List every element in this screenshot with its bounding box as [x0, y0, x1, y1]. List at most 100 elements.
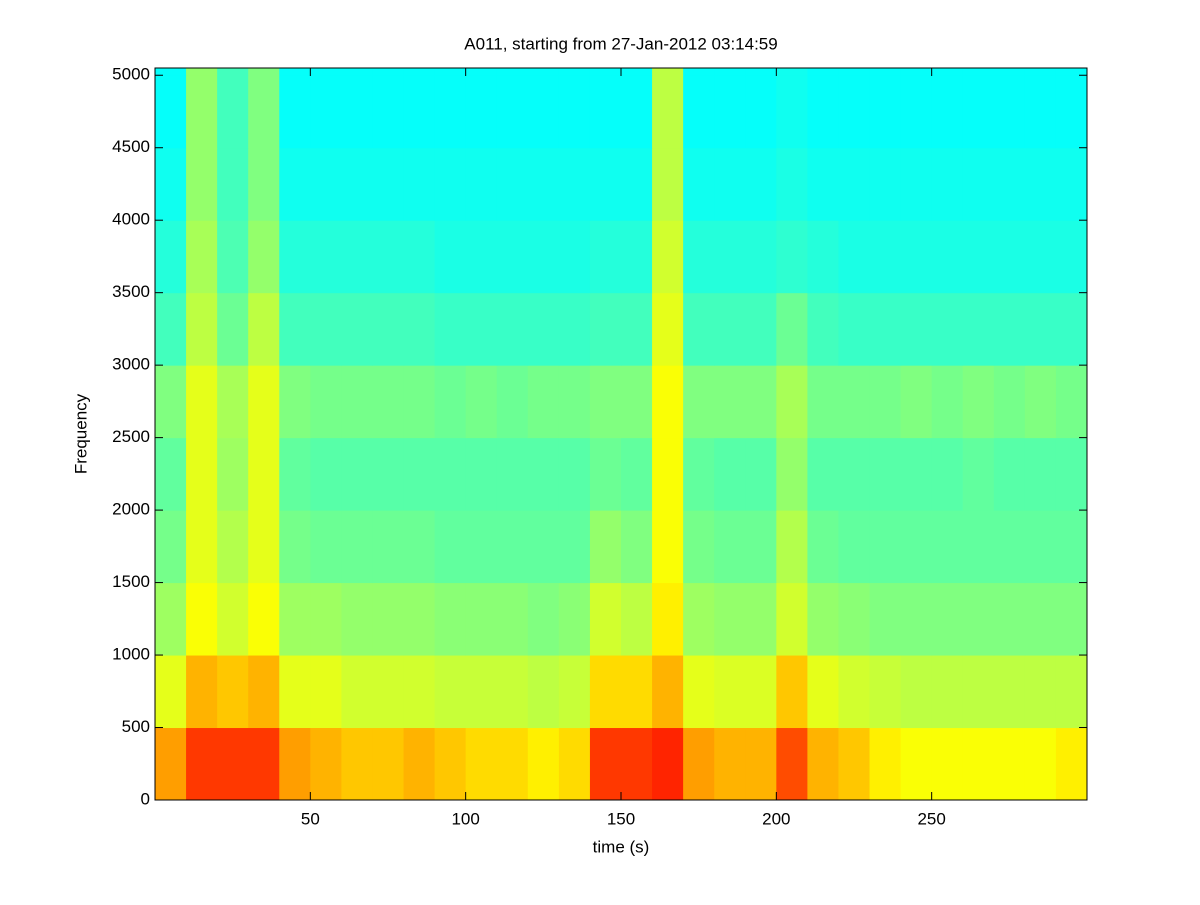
spectrogram-cell [962, 582, 995, 656]
spectrogram-cell [745, 365, 777, 439]
spectrogram-cell [1024, 75, 1057, 149]
spectrogram-cell [962, 437, 995, 511]
spectrogram-cell [962, 75, 995, 149]
spectrogram-cell [1024, 437, 1057, 511]
spectrogram-cell [558, 75, 591, 149]
spectrogram-cell [434, 68, 467, 76]
spectrogram-cell [217, 510, 249, 584]
spectrogram-cell [1024, 727, 1057, 801]
spectrogram-cell [683, 655, 715, 729]
spectrogram-cell [652, 147, 684, 221]
spectrogram-cell [1024, 510, 1057, 584]
spectrogram-cell [869, 655, 902, 729]
spectrogram-cell [931, 582, 964, 656]
spectrogram-cell [341, 220, 373, 294]
spectrogram-cell [931, 365, 964, 439]
spectrogram-cell [652, 220, 684, 294]
spectrogram-cell [248, 655, 280, 729]
spectrogram-cell [993, 147, 1026, 221]
spectrogram-cell [931, 437, 964, 511]
spectrogram-cell [745, 147, 777, 221]
spectrogram-cell [186, 75, 218, 149]
spectrogram-cell [683, 365, 715, 439]
spectrogram-cell [807, 727, 839, 801]
spectrogram-cell [621, 655, 653, 729]
spectrogram-cell [372, 727, 405, 801]
spectrogram-cell [372, 75, 405, 149]
spectrogram-cell [465, 68, 498, 76]
spectrogram-cell [465, 220, 498, 294]
spectrogram-cell [807, 365, 839, 439]
spectrogram-cell [341, 655, 373, 729]
spectrogram-cell [652, 437, 684, 511]
spectrogram-cell [621, 510, 653, 584]
spectrogram-cell [931, 655, 964, 729]
spectrogram-cell [745, 655, 777, 729]
spectrogram-cell [993, 727, 1026, 801]
spectrogram-cell [341, 727, 373, 801]
spectrogram-cell [434, 655, 467, 729]
spectrogram-cell [341, 147, 373, 221]
spectrogram-cell [434, 582, 467, 656]
spectrogram-cell [714, 510, 746, 584]
spectrogram-cell [248, 292, 280, 366]
spectrogram-cell [1024, 365, 1057, 439]
spectrogram-cell [621, 292, 653, 366]
spectrogram-cell [714, 437, 746, 511]
spectrogram-cell [186, 582, 218, 656]
spectrogram-cell [1024, 68, 1057, 76]
spectrogram-cell [745, 727, 777, 801]
spectrogram-cell [745, 292, 777, 366]
spectrogram-cell [465, 437, 498, 511]
spectrogram-cell [279, 75, 311, 149]
spectrogram-cell [683, 147, 715, 221]
spectrogram-cell [900, 292, 933, 366]
spectrogram-cell [217, 292, 249, 366]
spectrogram-cell [496, 582, 529, 656]
spectrogram-cell [310, 655, 342, 729]
spectrogram-cell [279, 437, 311, 511]
spectrogram-cell [900, 75, 933, 149]
spectrogram-cell [962, 727, 995, 801]
spectrogram-cell [217, 147, 249, 221]
spectrogram-cell [993, 582, 1026, 656]
spectrogram-cell [155, 292, 187, 366]
spectrogram-cell [931, 220, 964, 294]
spectrogram-cell [1055, 292, 1088, 366]
spectrogram-cell [186, 655, 218, 729]
spectrogram-cell [527, 510, 560, 584]
spectrogram-cell [838, 437, 871, 511]
spectrogram-cell [776, 68, 808, 76]
spectrogram-cell [465, 510, 498, 584]
spectrogram-cell [776, 655, 808, 729]
spectrogram-cell [838, 365, 871, 439]
spectrogram-cell [1055, 582, 1088, 656]
spectrogram-cell [496, 510, 529, 584]
spectrogram-cell [341, 292, 373, 366]
spectrogram-cell [1055, 437, 1088, 511]
spectrogram-cell [838, 220, 871, 294]
spectrogram-cell [248, 220, 280, 294]
spectrogram-cell [714, 75, 746, 149]
spectrogram-cell [589, 365, 622, 439]
spectrogram-cell [776, 437, 808, 511]
spectrogram-cell [621, 220, 653, 294]
x-tick-label: 250 [917, 809, 945, 828]
spectrogram-cell [186, 147, 218, 221]
spectrogram-cell [838, 727, 871, 801]
spectrogram-cell [310, 582, 342, 656]
spectrogram-cell [341, 365, 373, 439]
spectrogram-cell [527, 582, 560, 656]
spectrogram-cell [403, 220, 436, 294]
spectrogram-cell [683, 292, 715, 366]
spectrogram-cell [155, 510, 187, 584]
spectrogram-cell [652, 68, 684, 76]
spectrogram-cell [434, 365, 467, 439]
x-tick-label: 200 [762, 809, 790, 828]
spectrogram-cell [900, 220, 933, 294]
spectrogram-cell [776, 75, 808, 149]
spectrogram-cell [155, 147, 187, 221]
spectrogram-cell [589, 292, 622, 366]
spectrogram-cell [1055, 68, 1088, 76]
